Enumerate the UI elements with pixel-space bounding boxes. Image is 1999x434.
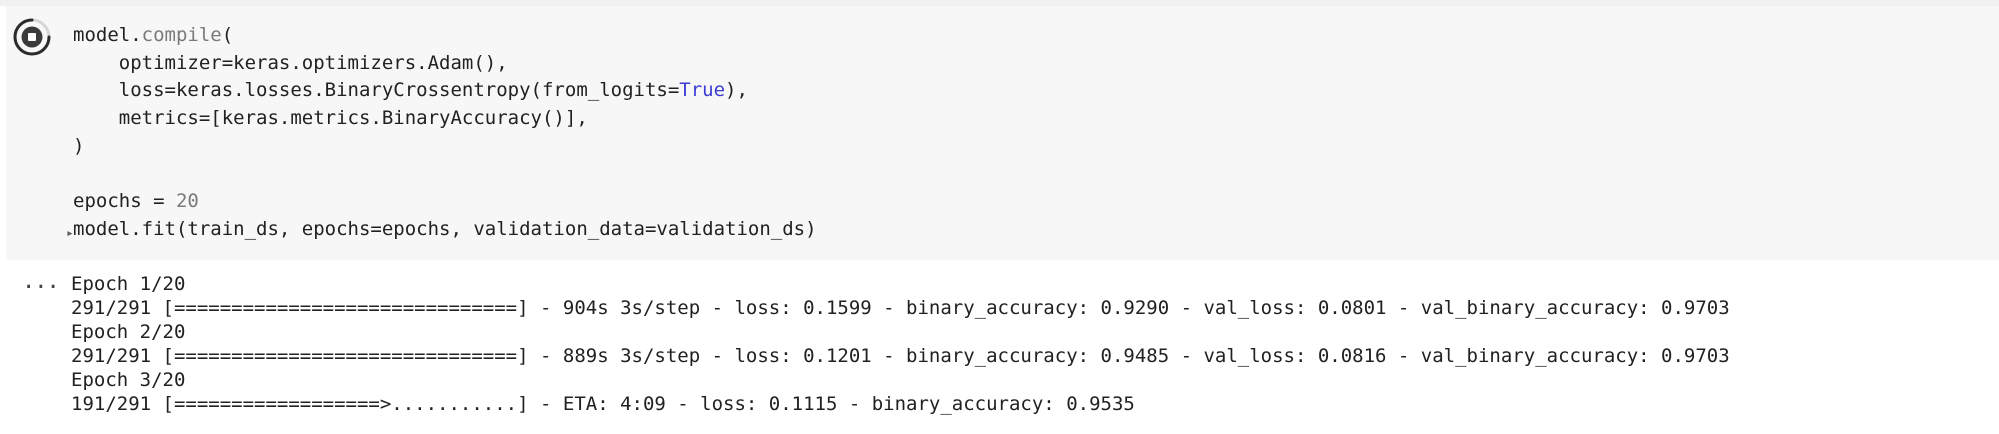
- code-line-4: metrics=[keras.metrics.BinaryAccuracy()]…: [73, 105, 817, 133]
- code-token: (: [222, 24, 233, 46]
- output-line: 291/291 [==============================]…: [71, 296, 1730, 320]
- output-menu-button[interactable]: ...: [22, 276, 48, 296]
- spinner-stop-icon: [13, 18, 51, 56]
- stop-execution-button[interactable]: [13, 18, 51, 56]
- output-line: Epoch 2/20: [71, 320, 1730, 344]
- code-line-2: optimizer=keras.optimizers.Adam(),: [73, 50, 817, 78]
- cell-output: Epoch 1/20 291/291 [=====================…: [71, 272, 1730, 416]
- code-token-keyword: True: [679, 79, 725, 101]
- output-line: 291/291 [==============================]…: [71, 344, 1730, 368]
- execution-pointer-icon: ▸: [66, 225, 72, 243]
- code-token-function: compile: [142, 24, 222, 46]
- ellipsis-icon: ...: [22, 269, 59, 294]
- code-token-number: 20: [176, 190, 199, 212]
- code-line-6: [73, 160, 817, 188]
- code-token: epochs =: [73, 190, 176, 212]
- code-line-7: epochs = 20: [73, 188, 817, 216]
- code-token: loss=keras.losses.BinaryCrossentropy(fro…: [73, 79, 679, 101]
- output-line: 191/291 [==================>...........]…: [71, 392, 1730, 416]
- code-editor[interactable]: model.compile( optimizer=keras.optimizer…: [73, 22, 817, 244]
- output-line: Epoch 1/20: [71, 272, 1730, 296]
- output-line: Epoch 3/20: [71, 368, 1730, 392]
- code-token: model.: [73, 24, 142, 46]
- code-token: ),: [725, 79, 748, 101]
- code-line-5: ): [73, 133, 817, 161]
- code-line-8: model.fit(train_ds, epochs=epochs, valid…: [73, 216, 817, 244]
- code-line-1: model.compile(: [73, 22, 817, 50]
- code-line-3: loss=keras.losses.BinaryCrossentropy(fro…: [73, 77, 817, 105]
